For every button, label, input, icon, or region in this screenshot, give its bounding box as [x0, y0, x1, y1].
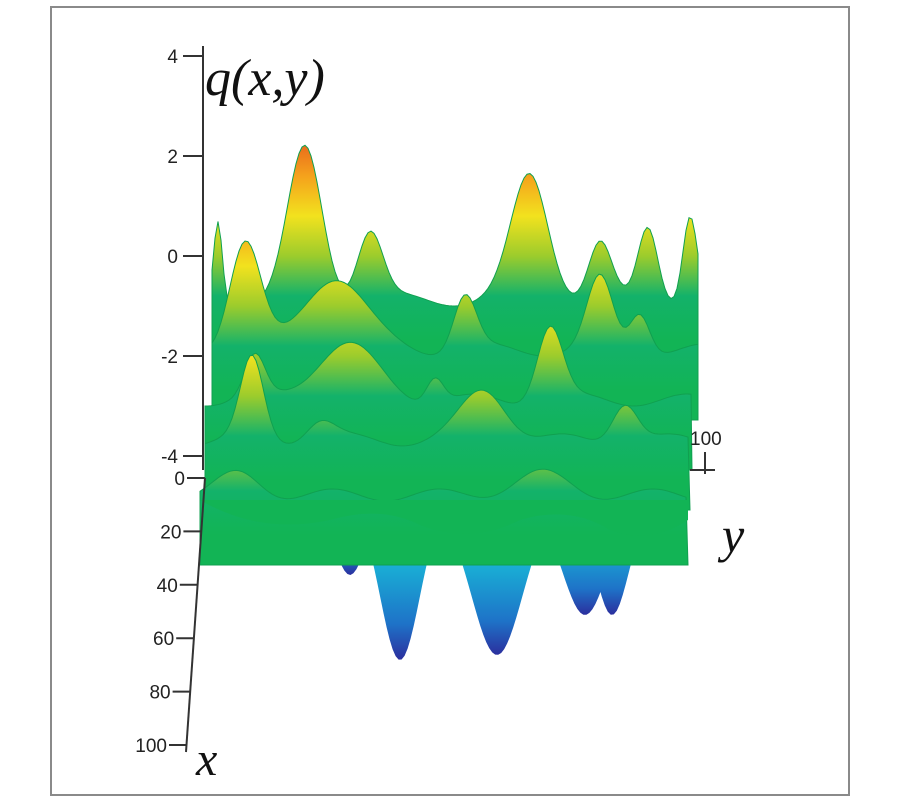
z-tick-label: -4: [161, 447, 178, 468]
surface-edge: [200, 500, 688, 536]
surface-ridge: [204, 354, 691, 511]
z-axis-title: q(x,y): [205, 50, 325, 107]
surface-mesh: [199, 144, 699, 660]
x-tick-label: 60: [153, 629, 174, 650]
x-tick-label: 20: [160, 522, 181, 543]
x-axis-line: [185, 477, 206, 753]
z-tick-label: 0: [167, 247, 178, 268]
z-tick-label: 4: [167, 47, 178, 68]
figure-frame: [50, 6, 850, 796]
z-tick-label: -2: [161, 347, 178, 368]
x-axis-ticks: 0 20 40 60 80 100: [135, 469, 205, 757]
z-axis-ticks: 4 2 0 -2 -4: [161, 47, 203, 468]
x-tick-label: 80: [149, 683, 170, 704]
x-tick-label: 0: [174, 469, 185, 490]
x-tick-label: 40: [157, 576, 178, 597]
x-axis-title: x: [195, 733, 217, 786]
axes: [185, 46, 715, 753]
x-tick-label: 100: [135, 736, 167, 757]
y-tick-label: 100: [690, 429, 722, 450]
z-tick-label: 2: [167, 147, 178, 168]
y-axis-title: y: [717, 507, 745, 563]
